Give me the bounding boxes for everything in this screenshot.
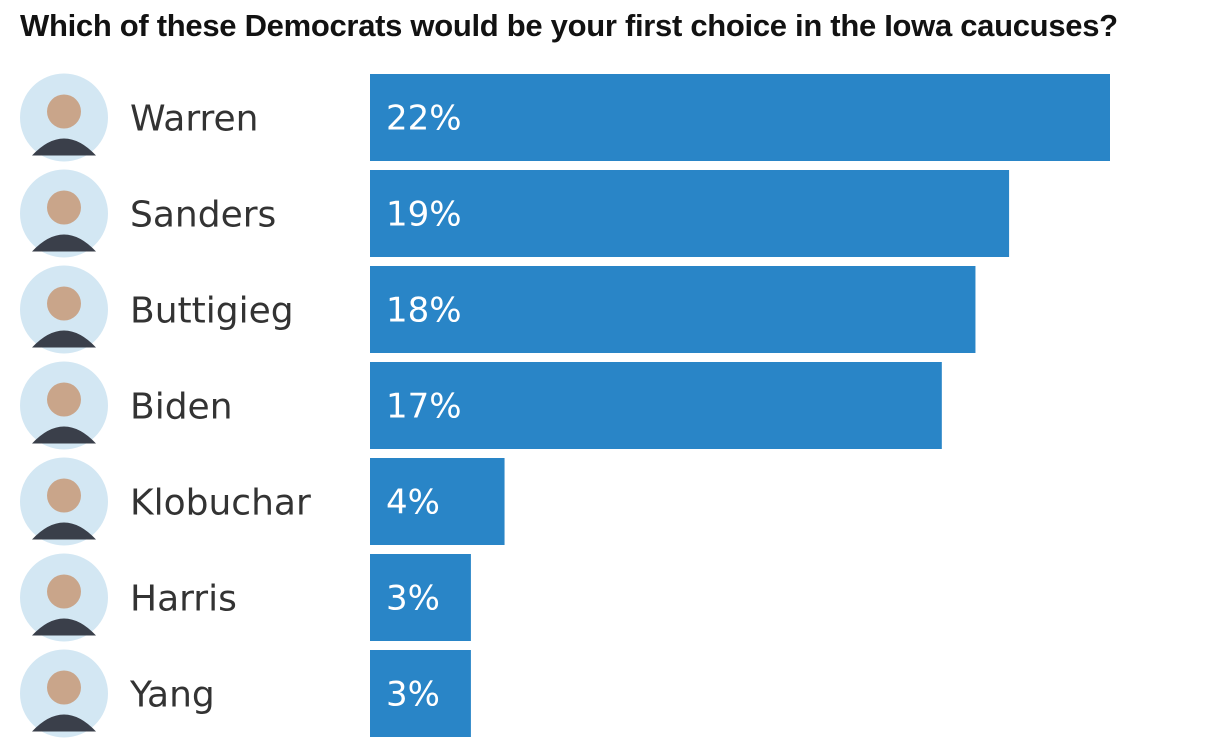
value-label-buttigieg: 18% bbox=[386, 291, 462, 331]
chart-title: Which of these Democrats would be your f… bbox=[20, 8, 1118, 43]
bar-yang bbox=[370, 650, 471, 737]
value-label-harris: 3% bbox=[386, 579, 440, 619]
bar-warren bbox=[370, 74, 1110, 161]
warren-avatar-icon bbox=[20, 73, 108, 162]
value-label-klobuchar: 4% bbox=[386, 483, 440, 523]
bar-sanders bbox=[370, 170, 1010, 257]
yang-avatar-icon bbox=[20, 649, 108, 738]
klobuchar-avatar-icon bbox=[20, 457, 108, 546]
category-label-harris: Harris bbox=[130, 579, 237, 620]
bar-biden bbox=[370, 362, 942, 449]
value-label-sanders: 19% bbox=[386, 195, 462, 235]
sanders-avatar-icon bbox=[20, 169, 108, 258]
value-label-yang: 3% bbox=[386, 675, 440, 715]
category-label-buttigieg: Buttigieg bbox=[130, 291, 294, 332]
biden-avatar-icon bbox=[20, 361, 108, 450]
category-label-warren: Warren bbox=[130, 99, 259, 140]
buttigieg-avatar-icon bbox=[20, 265, 108, 354]
category-label-biden: Biden bbox=[130, 387, 233, 428]
bar-buttigieg bbox=[370, 266, 976, 353]
category-label-yang: Yang bbox=[129, 675, 215, 716]
harris-avatar-icon bbox=[20, 553, 108, 642]
category-label-klobuchar: Klobuchar bbox=[130, 483, 311, 524]
bar-harris bbox=[370, 554, 471, 641]
bar-klobuchar bbox=[370, 458, 505, 545]
value-label-warren: 22% bbox=[386, 99, 462, 139]
category-label-sanders: Sanders bbox=[130, 195, 276, 236]
value-label-biden: 17% bbox=[386, 387, 462, 427]
